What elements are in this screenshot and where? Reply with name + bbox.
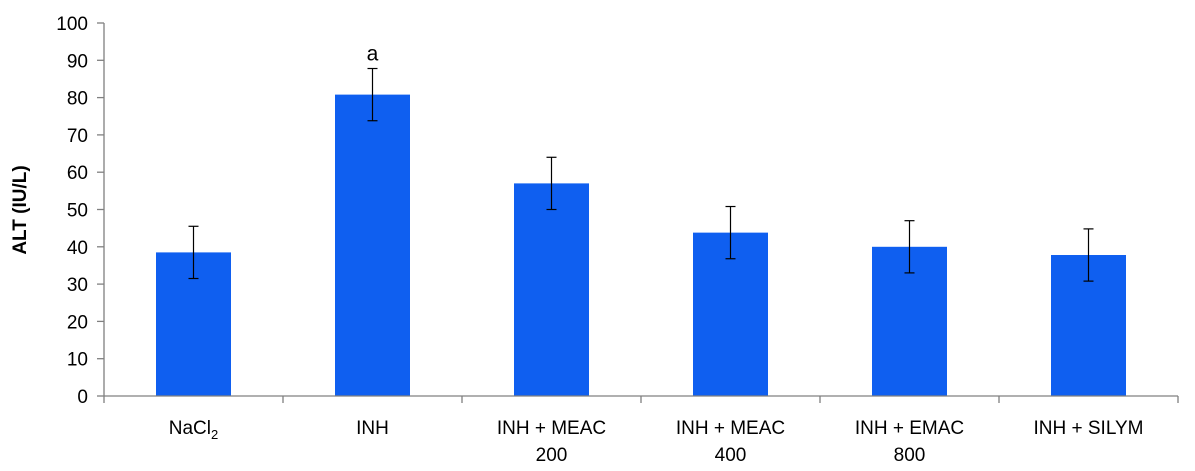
x-tick-label: INH + MEAC	[676, 418, 785, 439]
bar	[514, 183, 589, 396]
y-tick-label: 60	[67, 163, 88, 184]
x-tick-label-subscript: 2	[211, 427, 218, 442]
bar	[693, 232, 768, 396]
y-axis-ticks: 0 10 20 30 40 50 60 70 80 90 100	[56, 14, 104, 408]
y-tick-label: 90	[67, 51, 88, 72]
y-tick-label: 0	[77, 387, 88, 408]
x-tick-label: INH + MEAC	[497, 418, 606, 439]
x-tick-label: INH + EMAC	[855, 418, 964, 439]
y-tick-label: 50	[67, 201, 88, 222]
error-bars	[188, 67, 1094, 282]
bar	[335, 94, 410, 396]
significance-annotation: a	[367, 43, 379, 66]
y-tick-label: 100	[56, 14, 88, 35]
y-axis-title: ALT (IU/L)	[10, 165, 31, 254]
y-tick-label: 80	[67, 89, 88, 110]
bars	[156, 94, 1126, 396]
x-tick-label: INH + SILYM	[1034, 418, 1144, 439]
y-tick-label: 10	[67, 350, 88, 371]
x-tick-label: 200	[536, 445, 568, 466]
x-axis-labels: NaCl2 INH INH + MEAC 200 INH + MEAC 400 INH + …	[169, 418, 1144, 466]
axes	[103, 23, 1179, 403]
y-tick-label: 70	[67, 126, 88, 147]
x-tick-label: NaCl2	[169, 418, 218, 442]
x-tick-label: INH	[356, 418, 389, 439]
y-tick-label: 30	[67, 275, 88, 296]
x-tick-label: 400	[715, 445, 747, 466]
x-tick-label: 800	[894, 445, 926, 466]
annotations: a	[367, 43, 379, 66]
y-tick-label: 20	[67, 312, 88, 333]
y-tick-label: 40	[67, 238, 88, 259]
